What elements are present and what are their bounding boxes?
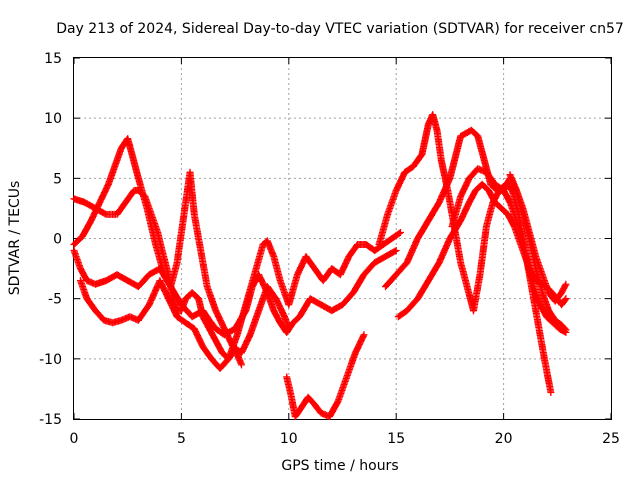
data-marker-track bbox=[76, 228, 404, 372]
series-track-h bbox=[394, 180, 570, 336]
series-track-b bbox=[70, 135, 293, 357]
y-tick-label: -15 bbox=[39, 412, 62, 428]
axis-ticks: 0 5 10 15 20 25 -15 -10 -5 0 5 10 15 bbox=[39, 51, 620, 447]
data-marker-track bbox=[506, 171, 570, 334]
x-axis-label: GPS time / hours bbox=[281, 458, 398, 474]
series-track-j bbox=[506, 171, 570, 334]
y-tick-label: 5 bbox=[53, 171, 62, 187]
data-marker-track bbox=[394, 180, 570, 336]
y-axis-label: SDTVAR / TECUs bbox=[7, 181, 23, 296]
y-tick-label: -5 bbox=[48, 292, 62, 308]
data-marker-track bbox=[70, 247, 400, 339]
x-tick-label: 25 bbox=[602, 431, 620, 447]
data-marker-track bbox=[70, 135, 293, 357]
data-points bbox=[70, 111, 570, 421]
x-tick-label: 0 bbox=[70, 431, 79, 447]
y-tick-label: 10 bbox=[44, 111, 62, 127]
x-tick-label: 20 bbox=[495, 431, 513, 447]
x-tick-label: 15 bbox=[387, 431, 405, 447]
chart-title: Day 213 of 2024, Sidereal Day-to-day VTE… bbox=[56, 21, 624, 37]
y-tick-label: 15 bbox=[44, 51, 62, 67]
series-track-d bbox=[76, 228, 404, 372]
x-tick-label: 5 bbox=[177, 431, 186, 447]
y-tick-label: 0 bbox=[53, 232, 62, 248]
y-tick-label: -10 bbox=[39, 352, 62, 368]
x-tick-label: 10 bbox=[280, 431, 298, 447]
data-marker-track bbox=[283, 331, 368, 421]
plot-frame bbox=[73, 57, 612, 420]
series-track-c bbox=[70, 247, 400, 339]
series-track-e bbox=[283, 331, 368, 421]
